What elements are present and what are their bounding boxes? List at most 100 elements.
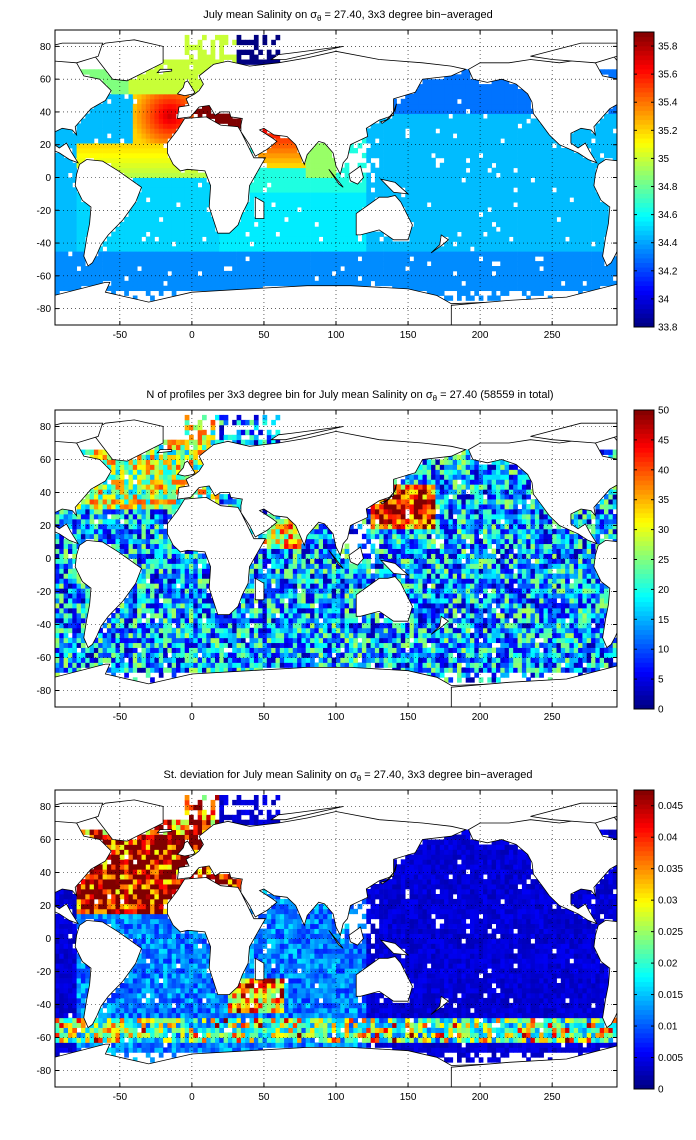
data-cell (266, 152, 272, 159)
data-cell (193, 266, 199, 272)
data-cell (55, 285, 60, 292)
data-cell (569, 187, 575, 193)
data-cell (379, 275, 384, 282)
data-cell (409, 143, 415, 149)
data-cell (206, 113, 212, 119)
data-cell (301, 211, 307, 218)
data-cell (591, 266, 596, 272)
data-cell (137, 261, 142, 267)
colorbar-segment (634, 73, 654, 79)
data-cell (591, 207, 596, 213)
data-cell (137, 216, 142, 223)
data-cell (331, 231, 337, 237)
data-cell (508, 157, 514, 164)
data-cell (426, 275, 432, 282)
data-cell (59, 128, 65, 134)
data-cell (465, 138, 471, 144)
data-cell (444, 202, 449, 208)
data-cell (578, 143, 583, 149)
data-cell (305, 241, 311, 247)
data-cell (202, 662, 207, 668)
data-cell (305, 280, 311, 287)
data-cell (297, 216, 302, 223)
data-cell (59, 211, 65, 218)
data-cell (379, 241, 384, 247)
data-cell (426, 652, 432, 658)
data-cell (418, 270, 423, 277)
data-cell (206, 246, 212, 252)
data-cell (565, 202, 570, 208)
data-cell (76, 246, 82, 252)
data-cell (483, 280, 488, 287)
data-cell (180, 59, 186, 65)
data-cell (413, 275, 419, 282)
data-cell (573, 236, 579, 242)
data-cell (292, 241, 298, 247)
data-cell (93, 133, 99, 139)
data-cell (396, 275, 402, 282)
data-cell (288, 157, 294, 164)
data-cell (465, 172, 471, 178)
data-cell (202, 207, 207, 213)
data-cell (418, 143, 423, 149)
data-cell (284, 211, 289, 218)
data-cell (534, 285, 540, 292)
data-cell (102, 152, 108, 159)
data-cell (98, 108, 103, 115)
colorbar-segment (634, 184, 654, 190)
data-cell (370, 275, 376, 282)
data-cell (418, 647, 423, 653)
land-polygon (355, 195, 413, 241)
data-cell (314, 256, 320, 262)
data-cell (275, 177, 281, 183)
data-cell (314, 266, 320, 272)
data-cell (145, 275, 151, 282)
data-cell (189, 221, 194, 228)
data-cell (288, 143, 294, 149)
data-cell (253, 177, 259, 183)
data-cell (63, 642, 69, 648)
data-cell (496, 251, 501, 257)
data-cell (513, 275, 518, 282)
data-cell (323, 143, 328, 149)
data-cell (413, 236, 419, 242)
data-cell (314, 202, 320, 208)
data-cell (223, 662, 229, 668)
data-cell (448, 123, 454, 129)
data-cell (210, 231, 216, 237)
data-cell (405, 113, 410, 119)
data-cell (426, 667, 432, 673)
data-cell (59, 133, 65, 139)
data-cell (383, 152, 389, 159)
data-cell (431, 197, 436, 203)
data-cell (491, 192, 497, 198)
data-cell (275, 202, 281, 208)
data-cell (297, 231, 302, 237)
data-cell (530, 133, 536, 139)
data-cell (85, 69, 91, 75)
data-cell (483, 202, 488, 208)
data-cell (253, 241, 259, 247)
data-cell (599, 261, 605, 267)
data-cell (392, 270, 397, 277)
data-cell (215, 251, 220, 257)
data-cell (374, 133, 380, 139)
data-cell (552, 647, 557, 653)
colorbar-segment (634, 308, 654, 314)
data-cell (271, 657, 276, 663)
data-cell (310, 152, 315, 159)
data-cell (379, 246, 384, 252)
data-cell (297, 280, 302, 287)
data-cell (132, 207, 138, 213)
data-cell (111, 138, 116, 144)
data-cell (301, 231, 307, 237)
data-cell (150, 236, 155, 242)
data-cell (396, 138, 402, 144)
data-cell (137, 138, 142, 144)
data-cell (262, 182, 268, 188)
data-cell (552, 216, 557, 223)
data-cell (521, 93, 527, 100)
data-cell (150, 197, 155, 203)
data-cell (76, 202, 82, 208)
data-cell (106, 74, 112, 80)
